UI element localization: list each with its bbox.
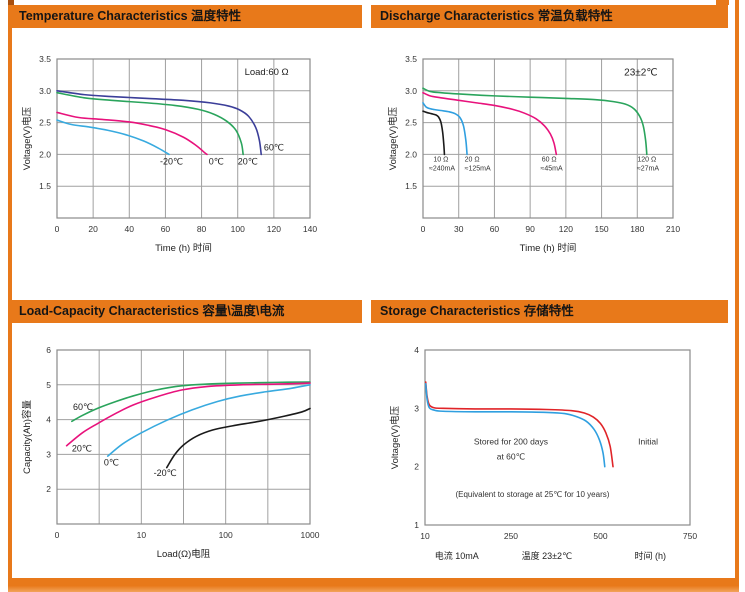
svg-text:100: 100 [231,224,245,234]
svg-text:1000: 1000 [301,530,320,540]
svg-text:≈240mA: ≈240mA [429,165,455,172]
svg-text:0: 0 [55,224,60,234]
svg-text:210: 210 [666,224,680,234]
svg-text:1: 1 [414,520,419,530]
svg-text:Time (h) 时间: Time (h) 时间 [155,242,212,254]
svg-text:180: 180 [630,224,644,234]
section-header-storage-characteristics: Storage Characteristics 存储特性 [371,300,728,323]
svg-text:0: 0 [421,224,426,234]
svg-text:3.0: 3.0 [39,86,51,96]
svg-text:500: 500 [593,531,607,541]
svg-text:温度 23±2℃: 温度 23±2℃ [522,550,573,561]
svg-text:3.5: 3.5 [405,54,417,64]
svg-text:140: 140 [303,224,317,234]
section-header-discharge-characteristics: Discharge Characteristics 常温负载特性 [371,5,728,28]
svg-text:250: 250 [504,531,518,541]
svg-text:120 Ω: 120 Ω [637,156,656,163]
right-border-strip [735,0,739,592]
svg-text:10: 10 [420,531,430,541]
svg-text:750: 750 [683,531,697,541]
svg-text:30: 30 [454,224,464,234]
svg-text:3.5: 3.5 [39,54,51,64]
svg-text:2.0: 2.0 [405,149,417,159]
storage-characteristics-chart: 10 250 500 750 1 2 3 4 Voltage(V)电压 Stored for 20… [378,328,733,583]
section-title: Temperature Characteristics 温度特性 [19,9,242,23]
svg-text:(Equivalent to storage at 25℃: (Equivalent to storage at 25℃ for 10 yea… [455,490,609,499]
svg-text:-20℃: -20℃ [154,468,177,478]
svg-text:-20℃: -20℃ [160,157,183,167]
svg-text:10 Ω: 10 Ω [433,156,448,163]
svg-text:90: 90 [525,224,535,234]
svg-text:1.5: 1.5 [39,181,51,191]
svg-text:电流 10mA: 电流 10mA [435,550,479,561]
svg-text:Stored for 200 days: Stored for 200 days [474,437,548,447]
temperature-chart-canvas: 0 20 40 60 80 100 120 140 1.5 2.0 2.5 3.0 3.5 Time (h… [21,54,317,254]
temperature-characteristics-chart: 0 20 40 60 80 100 120 140 1.5 2.0 2.5 3.0 3.5 Time (h… [12,33,362,293]
svg-text:100: 100 [219,530,233,540]
svg-text:23±2℃: 23±2℃ [624,68,657,79]
svg-text:150: 150 [594,224,608,234]
svg-text:at 60℃: at 60℃ [497,452,526,462]
svg-text:20℃: 20℃ [72,444,92,454]
svg-text:2: 2 [414,462,419,472]
svg-text:60 Ω: 60 Ω [542,156,557,163]
svg-text:Initial: Initial [638,437,658,447]
svg-text:2.0: 2.0 [39,149,51,159]
svg-text:3: 3 [414,403,419,413]
svg-text:2.5: 2.5 [39,118,51,128]
bottom-divider-bar [8,578,739,592]
svg-text:4: 4 [414,345,419,355]
discharge-chart-canvas: 0 30 60 90 120 150 180 210 1.5 2.0 2.5 3.0 3.5 Time (… [387,54,680,254]
svg-text:0℃: 0℃ [209,157,224,167]
svg-text:Load(Ω)电阻: Load(Ω)电阻 [157,548,211,560]
svg-text:60℃: 60℃ [264,143,284,153]
svg-text:40: 40 [125,224,135,234]
svg-text:60: 60 [161,224,171,234]
svg-text:120: 120 [267,224,281,234]
discharge-characteristics-chart: 0 30 60 90 120 150 180 210 1.5 2.0 2.5 3.0 3.5 Time (… [376,33,728,293]
svg-text:20: 20 [88,224,98,234]
section-title: Discharge Characteristics 常温负载特性 [380,9,613,23]
svg-text:2.5: 2.5 [405,118,417,128]
svg-text:Time (h) 时间: Time (h) 时间 [520,242,577,254]
section-title: Storage Characteristics 存储特性 [380,304,574,318]
section-header-temperature-characteristics: Temperature Characteristics 温度特性 [10,5,362,28]
svg-text:Load:60 Ω: Load:60 Ω [245,67,289,78]
svg-text:60℃: 60℃ [73,402,93,412]
svg-text:Voltage(V)电压: Voltage(V)电压 [21,106,33,170]
load-capacity-characteristics-chart: 0 10 100 1000 2 3 4 5 6 Load(Ω)电阻 Capacity(Ah)容量 60… [12,328,362,583]
svg-text:5: 5 [46,380,51,390]
svg-text:3.0: 3.0 [405,86,417,96]
svg-text:20℃: 20℃ [238,157,258,167]
svg-text:60: 60 [490,224,500,234]
svg-text:2: 2 [46,484,51,494]
svg-text:≈27mA: ≈27mA [637,165,659,172]
storage-chart-canvas: 10 250 500 750 1 2 3 4 Voltage(V)电压 Stored for 20… [389,345,697,561]
section-title: Load-Capacity Characteristics 容量\温度\电流 [19,304,285,318]
svg-text:3: 3 [46,449,51,459]
load-capacity-chart-canvas: 0 10 100 1000 2 3 4 5 6 Load(Ω)电阻 Capacity(Ah)容量 60… [21,345,320,560]
svg-text:≈125mA: ≈125mA [465,165,491,172]
top-left-frame-block [8,0,14,5]
svg-text:4: 4 [46,415,51,425]
svg-text:80: 80 [197,224,207,234]
left-border-strip [8,0,12,592]
svg-text:120: 120 [559,224,573,234]
svg-text:时间 (h): 时间 (h) [634,550,666,561]
svg-text:0: 0 [55,530,60,540]
svg-text:10: 10 [137,530,147,540]
svg-text:Capacity(Ah)容量: Capacity(Ah)容量 [21,400,33,474]
svg-text:≈45mA: ≈45mA [541,165,563,172]
svg-text:6: 6 [46,345,51,355]
section-header-load-capacity-characteristics: Load-Capacity Characteristics 容量\温度\电流 [10,300,362,323]
svg-text:20 Ω: 20 Ω [465,156,480,163]
svg-text:1.5: 1.5 [405,181,417,191]
svg-text:Voltage(V)电压: Voltage(V)电压 [389,405,401,469]
top-right-frame-block [716,0,729,5]
svg-text:Voltage(V)电压: Voltage(V)电压 [387,106,399,170]
svg-text:0℃: 0℃ [104,458,119,468]
